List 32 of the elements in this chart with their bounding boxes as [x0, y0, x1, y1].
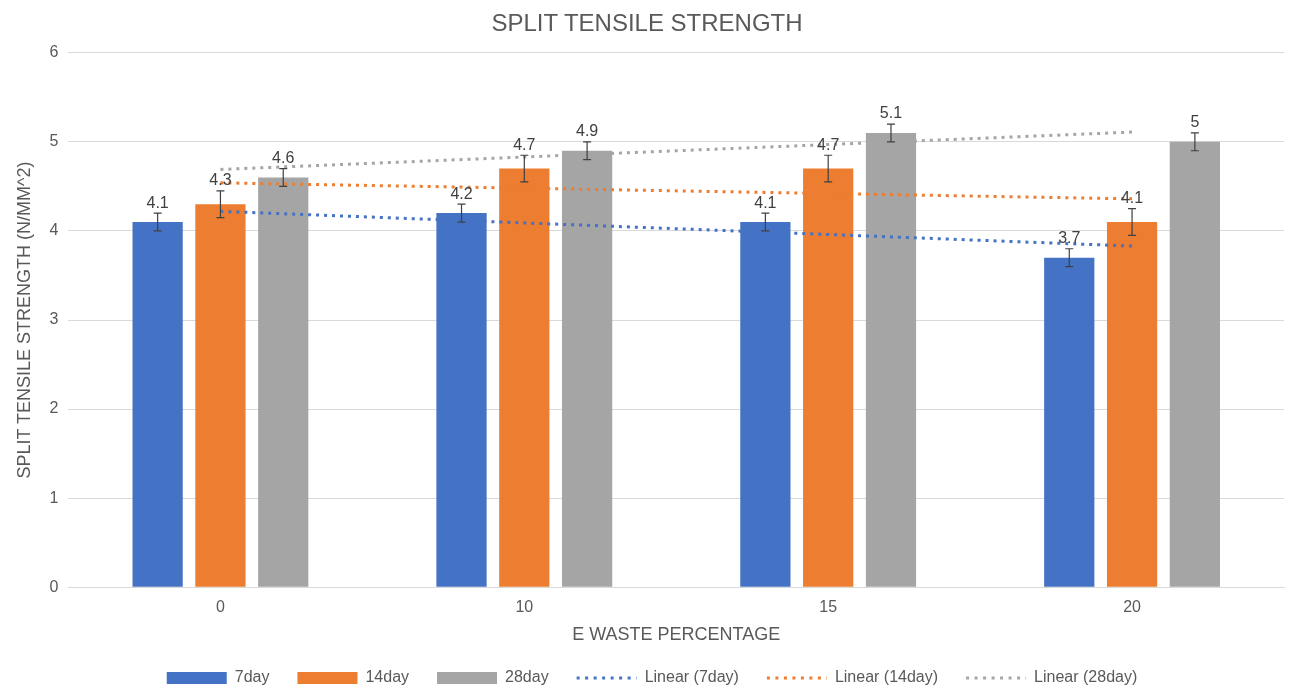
y-tick-label: 6 — [49, 43, 59, 61]
y-tick-label: 4 — [49, 221, 59, 239]
legend-label: 7day — [234, 668, 270, 686]
y-tick-label: 2 — [49, 399, 59, 417]
data-label: 3.7 — [1058, 229, 1081, 247]
y-axis-title: SPLIT TENSILE STRENGTH (N/MM^2) — [13, 161, 34, 479]
data-label: 5 — [1190, 113, 1200, 131]
data-label: 4.1 — [1120, 189, 1144, 207]
y-tick-label: 0 — [49, 577, 59, 595]
chart-title: SPLIT TENSILE STRENGTH — [491, 9, 803, 37]
data-label: 4.1 — [754, 193, 777, 211]
data-label: 4.6 — [272, 148, 295, 166]
y-tick-label: 1 — [49, 488, 59, 506]
data-label: 4.3 — [209, 171, 232, 189]
y-tick-label: 5 — [49, 132, 59, 150]
x-tick-label: 20 — [1123, 598, 1142, 616]
data-label: 4.9 — [575, 122, 599, 140]
y-tick-label: 3 — [49, 310, 59, 328]
data-label: 4.1 — [146, 193, 169, 211]
legend-label: 28day — [505, 668, 549, 686]
data-label: 4.7 — [513, 135, 536, 153]
data-label: 5.1 — [879, 104, 903, 122]
x-tick-label: 0 — [215, 598, 225, 616]
data-label: 4.2 — [450, 184, 473, 202]
data-label: 4.7 — [817, 135, 840, 153]
legend-label: Linear (28day) — [1034, 668, 1138, 686]
legend-label: Linear (14day) — [834, 668, 939, 686]
x-axis-title: E WASTE PERCENTAGE — [572, 624, 781, 645]
x-tick-label: 15 — [819, 598, 838, 616]
legend-label: 14day — [365, 668, 410, 686]
legend-label: Linear (7day) — [644, 668, 739, 686]
x-tick-label: 10 — [515, 598, 534, 616]
